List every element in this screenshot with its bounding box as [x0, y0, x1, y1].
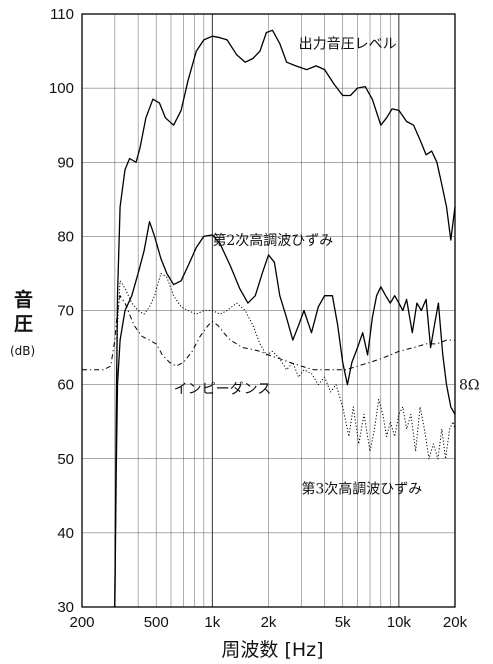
x-tick-label: 2k: [261, 614, 277, 631]
y-tick-label: 80: [57, 228, 74, 245]
grid-lines: [82, 14, 455, 607]
y-tick-label: 90: [57, 154, 74, 171]
x-tick-label: 1k: [204, 614, 220, 631]
series-line-1: [114, 29, 456, 608]
y-tick-label: 50: [57, 451, 74, 468]
series-line-2: [114, 220, 456, 608]
series-layer: [82, 29, 456, 608]
x-tick-label: 20k: [443, 614, 468, 631]
y-tick-label: 100: [49, 80, 74, 97]
y-axis-label: 音圧: [14, 288, 33, 335]
y-tick-label: 110: [50, 6, 74, 23]
annotation-label: 出力音圧レベル: [299, 36, 397, 53]
annotation-label: インピーダンス: [174, 381, 272, 397]
y-tick-labels: 30 40 50 60 70 80 90 100 110: [49, 6, 74, 616]
x-tick-label: 5k: [335, 614, 351, 631]
annotation-label: 第3次高調波ひずみ: [301, 480, 422, 497]
y-axis-unit: (dB): [10, 344, 35, 358]
x-axis-label: 周波数 [Hz]: [221, 639, 323, 661]
plot-frame: [81, 13, 456, 608]
annotation-label: 第2次高調波ひずみ: [212, 232, 333, 249]
series-line-3: [114, 272, 456, 608]
x-tick-label: 200: [69, 614, 94, 631]
y-tick-label: 40: [57, 525, 74, 542]
y-tick-label: 30: [57, 599, 74, 616]
x-tick-labels: 200 500 1k 2k 5k 10k 20k: [69, 614, 467, 631]
series-line-4: [82, 295, 455, 371]
x-tick-label: 500: [144, 614, 169, 631]
y-tick-label: 60: [57, 377, 74, 394]
y-tick-label: 70: [57, 303, 74, 320]
x-tick-label: 10k: [387, 614, 412, 631]
annotation-label: 8Ω: [459, 378, 480, 394]
